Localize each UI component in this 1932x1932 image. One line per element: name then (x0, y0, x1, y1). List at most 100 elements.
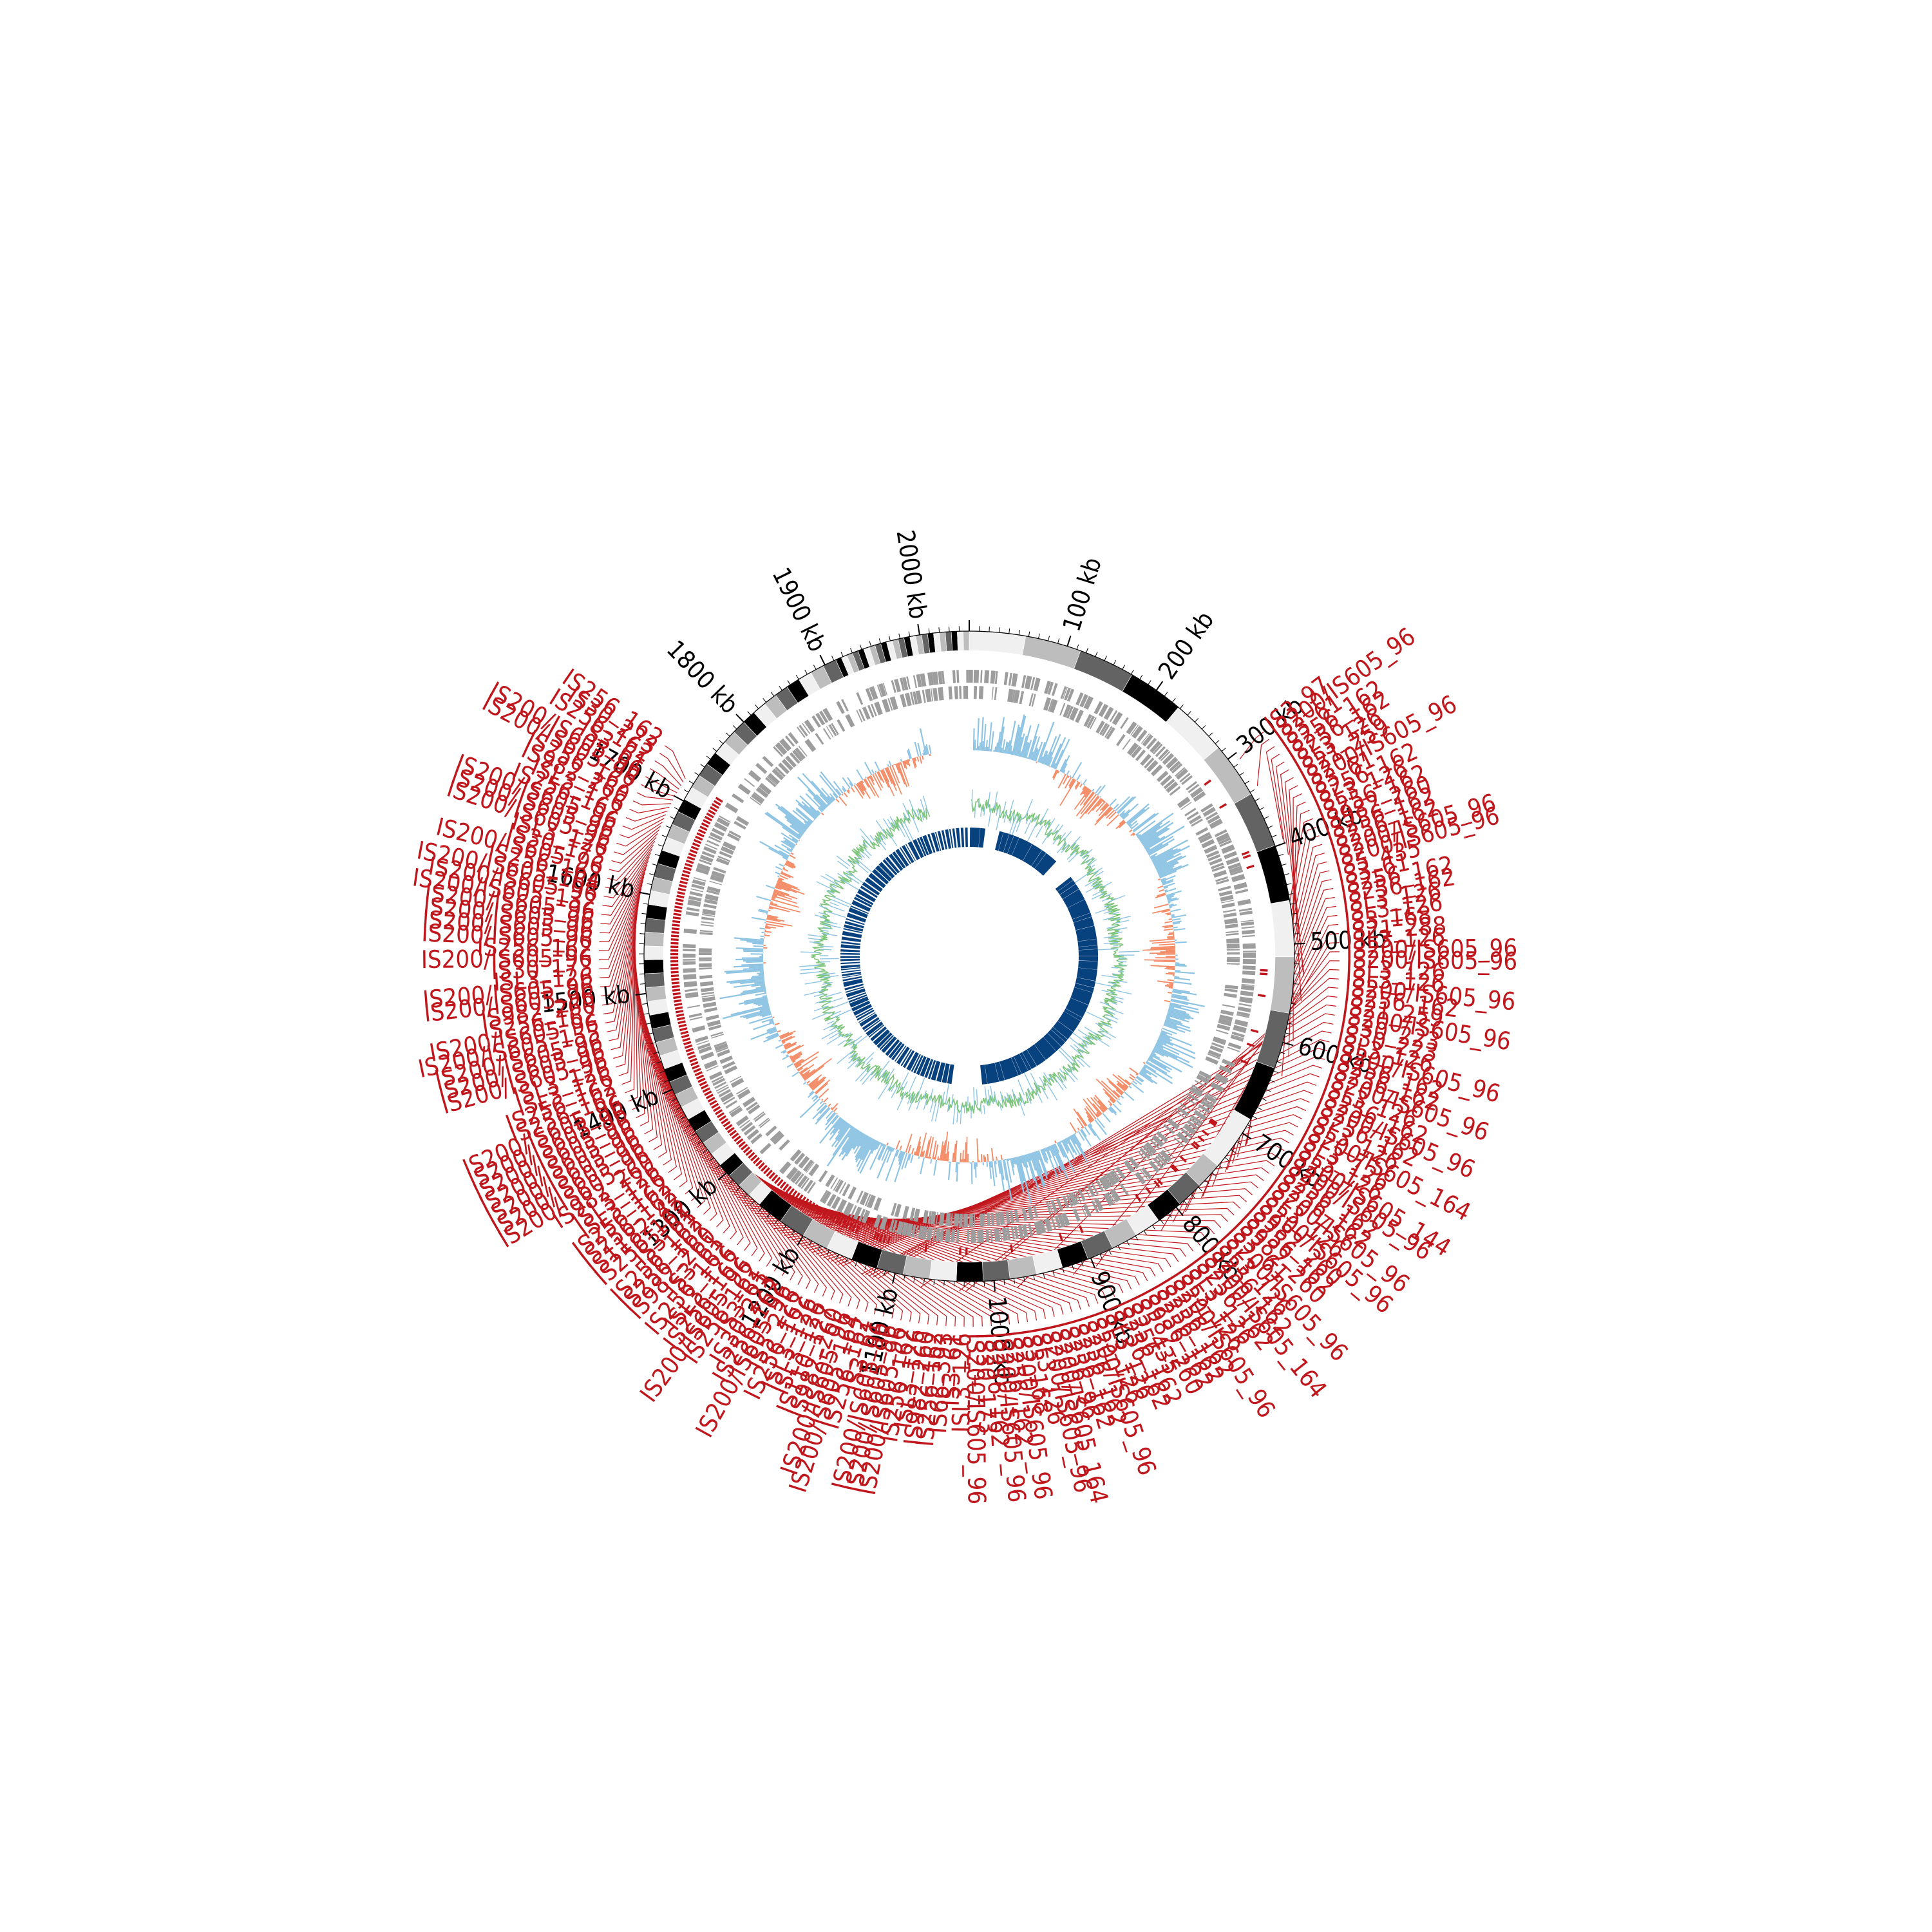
skew-negative (856, 783, 865, 796)
is-mark (1197, 1135, 1205, 1142)
skew-positive (886, 1147, 894, 1163)
gene-reverse (1209, 1045, 1224, 1054)
skew-negative (1132, 833, 1135, 837)
skew-negative (775, 884, 797, 893)
skew-negative (1167, 979, 1174, 981)
gc-spike (815, 999, 827, 1004)
gene-forward (1242, 959, 1256, 965)
is-mark (1145, 1187, 1152, 1195)
skew-negative (1129, 1067, 1139, 1075)
core-block (854, 896, 873, 908)
skew-positive (724, 969, 764, 973)
skew-negative (1105, 802, 1107, 803)
gc-spike (1046, 1083, 1058, 1101)
gene-reverse (719, 1056, 733, 1065)
skew-negative (1172, 974, 1175, 976)
gene-reverse (1201, 838, 1215, 849)
core-block (841, 936, 861, 942)
skew-negative (943, 1132, 949, 1161)
skew-positive (1170, 1003, 1182, 1008)
gene-reverse (818, 1170, 828, 1182)
gc-spike (887, 1083, 893, 1092)
skew-negative (799, 1064, 815, 1075)
gene-reverse (1086, 715, 1095, 728)
gene-forward (709, 832, 723, 841)
skew-negative (967, 1153, 969, 1163)
is-label: IS30_173 (491, 953, 593, 985)
skew-negative (1115, 1089, 1122, 1095)
gene-forward (902, 677, 909, 690)
gene-forward (1044, 681, 1051, 694)
gene-forward (1132, 725, 1143, 739)
tick-mark (1122, 665, 1126, 670)
core-block (849, 996, 869, 1008)
skew-positive (837, 1124, 851, 1142)
skew-positive (990, 731, 994, 752)
skew-negative (987, 1153, 989, 1162)
gene-reverse (1218, 886, 1231, 891)
skew-positive (871, 1141, 878, 1154)
gene-forward (1242, 978, 1255, 984)
gene-reverse (862, 706, 871, 720)
gene-forward (889, 1218, 895, 1233)
gene-forward (966, 669, 969, 683)
skew-positive (877, 1144, 886, 1160)
gene-forward (1171, 763, 1183, 774)
is-mark (724, 1124, 733, 1131)
tick-mark (1086, 648, 1088, 653)
core-block (1047, 1029, 1065, 1046)
gene-reverse (699, 932, 713, 936)
is-leader-line (678, 1122, 965, 1327)
gene-reverse (722, 1061, 735, 1070)
gc-spike (886, 1068, 895, 1081)
gene-reverse (721, 846, 734, 855)
gene-reverse (871, 703, 877, 717)
gene-reverse (699, 967, 712, 970)
gc-spike (907, 1094, 913, 1104)
skew-negative (881, 769, 895, 797)
is-label: IS200/IS605_96 (961, 1333, 991, 1505)
gc-spike (1061, 844, 1069, 853)
gene-reverse (702, 909, 716, 916)
gc-spike (1084, 1027, 1097, 1035)
gene-forward (1120, 717, 1129, 729)
is-mark (697, 1077, 706, 1083)
core-block (1057, 1011, 1081, 1032)
skew-positive (1061, 1140, 1069, 1153)
gene-reverse (1191, 1084, 1204, 1093)
gc-spike (1056, 824, 1064, 835)
gc-spike (876, 838, 887, 851)
skew-negative (836, 1113, 838, 1115)
gene-forward (1214, 829, 1227, 837)
is-mark (779, 1181, 786, 1189)
gene-forward (824, 1192, 831, 1204)
core-block (1011, 1056, 1022, 1075)
gene-reverse (766, 775, 777, 786)
tick-mark (697, 1141, 703, 1145)
gc-spike (1106, 926, 1116, 929)
skew-positive (804, 820, 810, 827)
skew-positive (774, 1025, 776, 1027)
ideogram-band (643, 959, 665, 974)
gene-reverse (1184, 808, 1197, 817)
skew-positive (1159, 864, 1189, 878)
gene-forward (952, 670, 956, 683)
skew-positive (1023, 742, 1028, 758)
tick-mark (1286, 883, 1292, 886)
is-leader-line (629, 807, 670, 814)
skew-negative (1174, 944, 1175, 946)
gc-spike (1108, 895, 1126, 903)
skew-positive (781, 844, 793, 851)
gene-reverse (1189, 815, 1201, 824)
scale-tick-label: 100 kb (1057, 554, 1108, 634)
skew-positive (847, 777, 854, 786)
skew-negative (1129, 829, 1133, 833)
gc-spike (951, 1094, 954, 1105)
skew-positive (861, 1138, 874, 1160)
is-leader-line (634, 953, 654, 1135)
skew-positive (908, 1153, 911, 1161)
gc-spike (1113, 945, 1119, 947)
skew-positive (784, 839, 795, 848)
skew-negative (778, 878, 782, 882)
